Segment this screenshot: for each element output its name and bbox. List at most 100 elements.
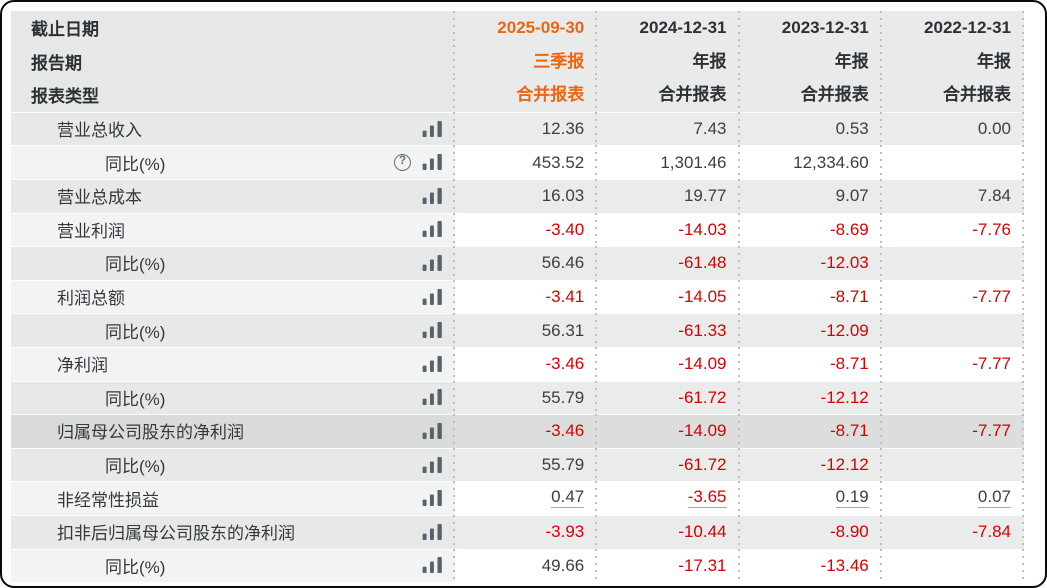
row-icons [422, 322, 455, 339]
cell-value: -61.72 [678, 387, 727, 407]
cell-value: 合并报表 [943, 85, 1011, 105]
value-cell: -12.12 [739, 447, 883, 482]
cell-value[interactable]: -3.65 [687, 487, 727, 509]
value-cell: 7.43 [597, 111, 740, 146]
cell-value: -10.44 [678, 522, 727, 542]
value-cell: -17.31 [597, 548, 740, 583]
value-cell: -61.72 [597, 447, 740, 482]
row-label-cell: 归属母公司股东的净利润 [11, 414, 455, 448]
bar-chart-icon[interactable] [422, 355, 443, 372]
value-cell: -10.44 [597, 514, 740, 549]
value-cell: -8.69 [739, 212, 883, 247]
cell-value: -7.76 [972, 219, 1011, 239]
bar-chart-icon[interactable] [422, 254, 443, 271]
row-label: 同比(%) [105, 557, 166, 577]
row-icons [422, 355, 455, 372]
value-cell: 49.66 [455, 548, 598, 583]
row-label: 报表类型 [31, 87, 99, 107]
cell-value: -12.09 [820, 320, 869, 340]
header-value-cell: 合并报表 [597, 78, 740, 112]
bar-chart-icon[interactable] [422, 154, 443, 171]
bar-chart-icon[interactable] [422, 422, 443, 439]
table-row: 净利润 -3.46 -14.09 -8.71 -7.77 [11, 346, 1025, 381]
row-label: 营业利润 [57, 221, 125, 241]
row-label-cell: 营业总成本 [11, 178, 455, 213]
value-cell: 19.77 [597, 178, 740, 213]
cell-value: 年报 [692, 51, 727, 71]
value-cell: -14.05 [597, 279, 740, 314]
row-label-cell: 非经常性损益 [11, 481, 455, 515]
value-cell: 1,301.46 [597, 145, 740, 179]
row-label-cell: 净利润 [11, 346, 455, 381]
cell-value: -8.71 [830, 287, 869, 307]
row-label: 利润总额 [57, 289, 125, 309]
value-cell [881, 145, 1025, 179]
value-cell [881, 380, 1025, 415]
row-label-cell: 同比(%) [11, 246, 455, 280]
value-cell: 0.19 [739, 481, 883, 515]
row-label-cell: 截止日期 [11, 11, 455, 45]
cell-value: 16.03 [541, 186, 585, 206]
bar-chart-icon[interactable] [422, 523, 443, 540]
cell-value: 三季报 [533, 51, 585, 71]
header-value-cell: 合并报表 [739, 78, 883, 112]
cell-value[interactable]: 0.07 [977, 487, 1011, 509]
bar-chart-icon[interactable] [422, 389, 443, 406]
cell-value: 1,301.46 [660, 152, 727, 172]
cell-value[interactable]: 0.19 [835, 487, 869, 509]
row-label-cell: 报告期 [11, 44, 455, 79]
value-cell: -3.41 [455, 279, 598, 314]
bar-chart-icon[interactable] [422, 322, 443, 339]
cell-value: 7.43 [693, 119, 727, 139]
cell-value: -12.12 [820, 387, 869, 407]
row-label-cell: 营业利润 [11, 212, 455, 247]
cell-value: 2022-12-31 [924, 18, 1011, 38]
value-cell [881, 548, 1025, 583]
value-cell: -3.65 [597, 481, 740, 515]
row-label-cell: 同比(%) ? [11, 145, 455, 179]
table-row: 归属母公司股东的净利润 -3.46 -14.09 -8.71 -7.77 [11, 414, 1025, 448]
value-cell [881, 246, 1025, 280]
value-cell: -12.09 [739, 313, 883, 347]
cell-value: 55.79 [541, 387, 585, 407]
row-icons [422, 490, 455, 507]
row-label: 同比(%) [105, 322, 166, 342]
value-cell: -3.93 [455, 514, 598, 549]
cell-value: -3.40 [545, 219, 585, 239]
cell-value: -61.33 [678, 320, 727, 340]
cell-value: -8.71 [830, 421, 869, 441]
cell-value: 55.79 [541, 455, 585, 475]
value-cell: -61.48 [597, 246, 740, 280]
header-value-cell: 2022-12-31 [881, 11, 1025, 45]
table-row: 营业总成本 16.03 19.77 9.07 7.84 [11, 178, 1025, 213]
row-label: 净利润 [57, 356, 108, 376]
value-cell: 56.31 [455, 313, 598, 347]
bar-chart-icon[interactable] [422, 490, 443, 507]
cell-value: 2025-09-30 [497, 18, 585, 38]
value-cell: -7.76 [881, 212, 1025, 247]
row-label: 扣非后归属母公司股东的净利润 [57, 524, 295, 544]
row-label: 非经常性损益 [57, 490, 159, 510]
financial-statement-table: 截止日期 2025-09-30 2024-12-31 2023-12-31 2022-… [11, 11, 1025, 583]
cell-value: 19.77 [683, 186, 727, 206]
bar-chart-icon[interactable] [422, 120, 443, 137]
bar-chart-icon[interactable] [422, 288, 443, 305]
value-cell: -3.46 [455, 346, 598, 381]
bar-chart-icon[interactable] [422, 456, 443, 473]
value-cell: 7.84 [881, 178, 1025, 213]
cell-value[interactable]: 0.47 [551, 487, 585, 509]
row-label: 报告期 [31, 53, 82, 73]
bar-chart-icon[interactable] [422, 221, 443, 238]
table-row: 截止日期 2025-09-30 2024-12-31 2023-12-31 2022-… [11, 11, 1025, 45]
table-row: 同比(%) 56.31 -61.33 -12.09 [11, 313, 1025, 347]
bar-chart-icon[interactable] [422, 187, 443, 204]
table-row: 营业利润 -3.40 -14.03 -8.69 -7.76 [11, 212, 1025, 247]
value-cell: -61.72 [597, 380, 740, 415]
table-row: 报告期 三季报 年报 年报 年报 [11, 44, 1025, 79]
row-icons [422, 422, 455, 439]
header-value-cell: 2025-09-30 [455, 11, 598, 45]
help-icon[interactable]: ? [394, 153, 411, 171]
row-label: 同比(%) [105, 255, 166, 275]
bar-chart-icon[interactable] [422, 557, 443, 574]
